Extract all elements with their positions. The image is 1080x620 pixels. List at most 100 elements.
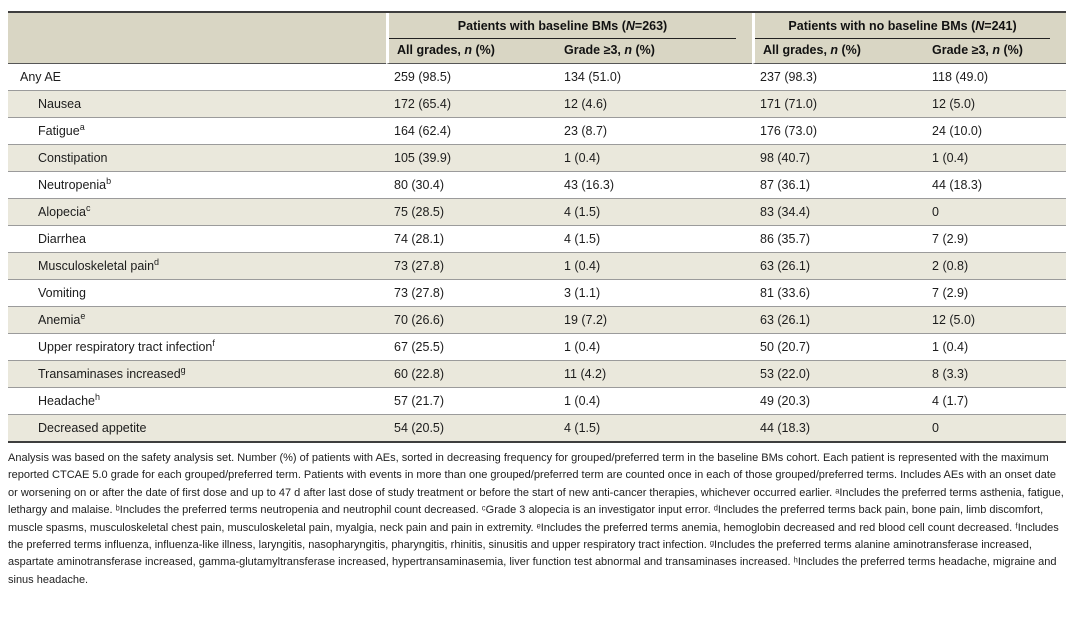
ae-term-cell: Upper respiratory tract infectionf	[8, 333, 386, 360]
value-all-grades-baseline: 67 (25.5)	[386, 333, 556, 360]
table-row: Headacheh 57 (21.7) 1 (0.4) 49 (20.3) 4 …	[8, 387, 1067, 414]
value-all-grades-baseline: 172 (65.4)	[386, 90, 556, 117]
value-grade3-no-baseline: 1 (0.4)	[924, 333, 1067, 360]
value-all-grades-baseline: 60 (22.8)	[386, 360, 556, 387]
sub-header-row: All grades, n (%) Grade ≥3, n (%) All gr…	[8, 39, 1067, 64]
value-all-grades-no-baseline: 98 (40.7)	[752, 144, 925, 171]
table-row: Upper respiratory tract infectionf 67 (2…	[8, 333, 1067, 360]
ae-term-cell: Headacheh	[8, 387, 386, 414]
value-all-grades-baseline: 75 (28.5)	[386, 198, 556, 225]
footnote-marker: h	[95, 391, 101, 402]
ae-term-cell: Nausea	[8, 90, 386, 117]
footnote-marker: b	[106, 175, 112, 186]
table-row: Transaminases increasedg 60 (22.8) 11 (4…	[8, 360, 1067, 387]
ae-term-cell: Alopeciac	[8, 198, 386, 225]
value-grade3-baseline: 4 (1.5)	[556, 225, 753, 252]
value-all-grades-no-baseline: 50 (20.7)	[752, 333, 925, 360]
value-all-grades-baseline: 73 (27.8)	[386, 252, 556, 279]
value-grade3-baseline: 23 (8.7)	[556, 117, 753, 144]
ae-term: Upper respiratory tract infection	[38, 340, 213, 354]
value-all-grades-no-baseline: 63 (26.1)	[752, 306, 925, 333]
value-all-grades-no-baseline: 171 (71.0)	[752, 90, 925, 117]
ae-term: Vomiting	[38, 286, 86, 300]
value-grade3-no-baseline: 1 (0.4)	[924, 144, 1067, 171]
ae-term-cell: Diarrhea	[8, 225, 386, 252]
value-all-grades-baseline: 259 (98.5)	[394, 70, 451, 84]
value-grade3-baseline: 43 (16.3)	[556, 171, 753, 198]
value-all-grades-no-baseline: 49 (20.3)	[752, 387, 925, 414]
ae-term: Decreased appetite	[38, 421, 147, 435]
column-group-no-baseline-bms-label: Patients with no baseline BMs (N=241)	[755, 19, 1051, 39]
table-row: Alopeciac 75 (28.5) 4 (1.5) 83 (34.4) 0	[8, 198, 1067, 225]
value-grade3-baseline: 3 (1.1)	[556, 279, 753, 306]
ae-term: Anemia	[38, 313, 81, 327]
value-grade3-baseline: 1 (0.4)	[556, 387, 753, 414]
value-grade3-no-baseline: 2 (0.8)	[924, 252, 1067, 279]
value-all-grades-baseline: 164 (62.4)	[386, 117, 556, 144]
value-grade3-baseline: 4 (1.5)	[556, 198, 753, 225]
footnote-marker: d	[154, 256, 160, 267]
table-body: Any AE 259 (98.5) 134 (51.0) 237 (98.3) …	[8, 64, 1067, 441]
value-all-grades-baseline: 105 (39.9)	[386, 144, 556, 171]
ae-term: Neutropenia	[38, 178, 107, 192]
table-footnote: Analysis was based on the safety analysi…	[8, 452, 1064, 586]
value-all-grades-no-baseline: 53 (22.0)	[752, 360, 925, 387]
table-row: Fatiguea 164 (62.4) 23 (8.7) 176 (73.0) …	[8, 117, 1067, 144]
value-all-grades-baseline: 74 (28.1)	[386, 225, 556, 252]
value-grade3-baseline: 19 (7.2)	[556, 306, 753, 333]
ae-term: Transaminases increased	[38, 367, 181, 381]
ae-term: Nausea	[38, 97, 82, 111]
ae-term: Musculoskeletal pain	[38, 259, 155, 273]
adverse-events-table: Patients with baseline BMs (N=263) Patie…	[8, 13, 1067, 441]
table-row: Vomiting 73 (27.8) 3 (1.1) 81 (33.6) 7 (…	[8, 279, 1067, 306]
value-grade3-no-baseline: 12 (5.0)	[924, 90, 1067, 117]
term-column-header	[8, 39, 386, 64]
value-grade3-no-baseline: 24 (10.0)	[924, 117, 1067, 144]
header-grade3-baseline: Grade ≥3, n (%)	[556, 39, 753, 64]
value-all-grades-no-baseline: 63 (26.1)	[752, 252, 925, 279]
ae-term-cell: Vomiting	[8, 279, 386, 306]
value-grade3-no-baseline: 8 (3.3)	[924, 360, 1067, 387]
value-all-grades-baseline: 54 (20.5)	[386, 414, 556, 441]
value-all-grades-baseline: 70 (26.6)	[386, 306, 556, 333]
value-all-grades-no-baseline: 86 (35.7)	[752, 225, 925, 252]
empty-corner-cell	[8, 13, 386, 39]
footnote-marker: f	[212, 337, 215, 348]
column-group-baseline-bms-label: Patients with baseline BMs (N=263)	[389, 19, 737, 39]
ae-term: Fatigue	[38, 124, 80, 138]
header-all-grades-no-baseline: All grades, n (%)	[752, 39, 925, 64]
value-grade3-no-baseline: 118 (49.0)	[932, 70, 989, 84]
ae-term-cell: Neutropeniab	[8, 171, 386, 198]
table-row: Constipation 105 (39.9) 1 (0.4) 98 (40.7…	[8, 144, 1067, 171]
ae-term: Diarrhea	[38, 232, 86, 246]
table-row: Nausea 172 (65.4) 12 (4.6) 171 (71.0) 12…	[8, 90, 1067, 117]
footnote-marker: e	[80, 310, 86, 321]
value-all-grades-baseline: 57 (21.7)	[386, 387, 556, 414]
ae-term: Any AE	[20, 70, 61, 84]
value-all-grades-no-baseline: 83 (34.4)	[752, 198, 925, 225]
column-group-header-row: Patients with baseline BMs (N=263) Patie…	[8, 13, 1067, 39]
value-grade3-baseline: 12 (4.6)	[556, 90, 753, 117]
footnote-marker: a	[79, 121, 85, 132]
value-grade3-baseline: 1 (0.4)	[556, 252, 753, 279]
value-grade3-baseline: 1 (0.4)	[556, 333, 753, 360]
value-all-grades-baseline: 73 (27.8)	[386, 279, 556, 306]
footnote-marker: c	[85, 202, 91, 213]
value-all-grades-no-baseline: 81 (33.6)	[752, 279, 925, 306]
ae-term-cell: Musculoskeletal paind	[8, 252, 386, 279]
ae-term-cell: Decreased appetite	[8, 414, 386, 441]
value-all-grades-no-baseline: 237 (98.3)	[760, 70, 817, 84]
value-grade3-no-baseline: 0	[924, 198, 1067, 225]
header-grade3-no-baseline: Grade ≥3, n (%)	[924, 39, 1067, 64]
ae-term-cell: Any AE	[8, 64, 386, 90]
column-group-no-baseline-bms: Patients with no baseline BMs (N=241)	[752, 13, 1067, 39]
value-grade3-no-baseline: 7 (2.9)	[924, 279, 1067, 306]
column-group-baseline-bms: Patients with baseline BMs (N=263)	[386, 13, 753, 39]
value-grade3-no-baseline: 4 (1.7)	[924, 387, 1067, 414]
footnote-marker: g	[180, 364, 186, 375]
table-row: Neutropeniab 80 (30.4) 43 (16.3) 87 (36.…	[8, 171, 1067, 198]
value-all-grades-no-baseline: 87 (36.1)	[752, 171, 925, 198]
page: Patients with baseline BMs (N=263) Patie…	[8, 11, 1067, 586]
table-row: Anemiae 70 (26.6) 19 (7.2) 63 (26.1) 12 …	[8, 306, 1067, 333]
adverse-events-table-container: Patients with baseline BMs (N=263) Patie…	[8, 11, 1067, 443]
